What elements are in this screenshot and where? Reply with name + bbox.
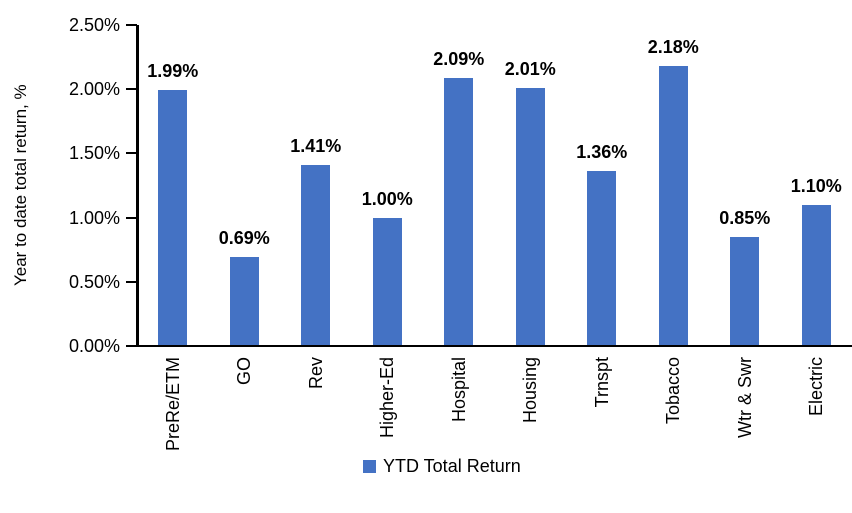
y-axis-tick-label: 0.00%: [68, 336, 120, 356]
bar-value-label: 0.85%: [719, 208, 771, 228]
bar-value-label: 1.36%: [576, 142, 628, 162]
bar-rev: [301, 165, 331, 346]
x-category-label: Tobacco: [663, 357, 684, 425]
y-axis-tick: [126, 216, 137, 219]
y-axis-tick-label: 0.50%: [68, 271, 120, 292]
x-category-label: Trnspt: [591, 357, 612, 408]
y-axis-tick: [126, 280, 137, 283]
y-axis-line: [136, 25, 139, 346]
y-axis-tick-label: 2.50%: [68, 15, 120, 35]
bar-go: [229, 257, 259, 346]
bar-higher-ed: [372, 218, 402, 346]
legend: YTD Total Return: [363, 455, 521, 477]
legend-label: YTD Total Return: [383, 456, 521, 476]
bar-value-label: 1.41%: [290, 136, 342, 156]
x-category-label: Wtr & Swr: [734, 357, 755, 438]
bar-housing: [515, 88, 545, 346]
x-category-label: PreRe/ETM: [162, 357, 183, 452]
y-axis-tick-label: 1.50%: [68, 143, 120, 164]
bar-tobacco: [658, 66, 688, 346]
bar-value-label: 1.00%: [361, 189, 413, 209]
bar-electric: [801, 205, 831, 346]
y-axis-tick: [126, 152, 137, 155]
x-category-label: Higher-Ed: [377, 357, 398, 439]
bar-value-label: 1.99%: [147, 61, 199, 81]
y-axis-tick-label: 2.00%: [68, 79, 120, 100]
x-axis-line: [126, 344, 852, 347]
legend-swatch-icon: [363, 459, 376, 473]
x-category-label: Housing: [520, 357, 541, 424]
y-axis-title: Year to date total return, %: [11, 84, 30, 287]
bar-value-label: 2.01%: [504, 59, 556, 79]
bar-value-label: 2.09%: [433, 49, 485, 69]
bar-wtr-swr: [730, 237, 760, 346]
y-axis-tick-label: 1.00%: [68, 207, 120, 228]
bar-value-label: 1.10%: [790, 176, 842, 196]
x-category-label: Hospital: [448, 357, 469, 423]
bar-value-label: 2.18%: [647, 37, 699, 57]
bar-hospital: [444, 78, 474, 346]
x-category-label: GO: [234, 357, 255, 386]
bar-prere-etm: [158, 90, 188, 346]
y-axis-tick: [126, 88, 137, 91]
bar-value-label: 0.69%: [218, 228, 270, 248]
y-axis-tick: [126, 24, 137, 26]
bar-trnspt: [587, 171, 617, 346]
x-category-label: Rev: [305, 357, 326, 390]
x-category-label: Electric: [806, 357, 827, 417]
